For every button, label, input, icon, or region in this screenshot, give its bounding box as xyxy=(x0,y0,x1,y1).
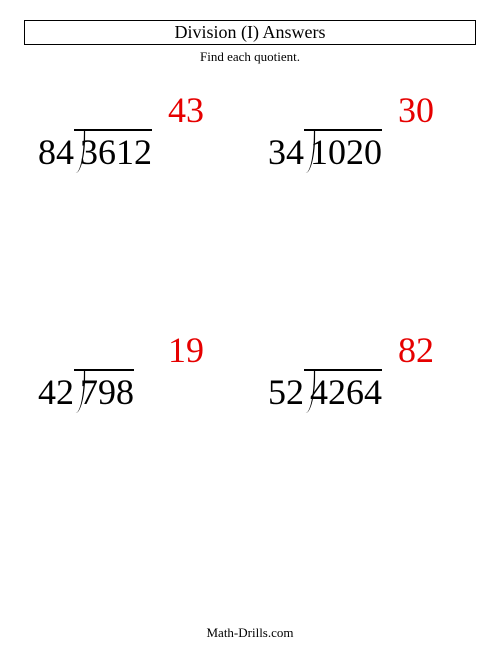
division-expression: 42798 xyxy=(38,369,134,413)
worksheet-title: Division (I) Answers xyxy=(24,20,476,45)
problem-3: 19 42798 xyxy=(20,329,250,429)
division-expression: 524264 xyxy=(268,369,382,413)
division-expression: 341020 xyxy=(268,129,382,173)
divisor-value: 52 xyxy=(268,371,304,413)
quotient-value: 19 xyxy=(168,329,204,371)
quotient-value: 82 xyxy=(398,329,434,371)
divisor-value: 42 xyxy=(38,371,74,413)
dividend-value: 3612 xyxy=(80,132,152,172)
dividend-value: 1020 xyxy=(310,132,382,172)
problem-2: 30 341020 xyxy=(250,89,480,189)
dividend-value: 798 xyxy=(80,372,134,412)
problem-1: 43 843612 xyxy=(20,89,250,189)
divisor-value: 34 xyxy=(268,131,304,173)
quotient-value: 30 xyxy=(398,89,434,131)
problem-4: 82 524264 xyxy=(250,329,480,429)
divisor-value: 84 xyxy=(38,131,74,173)
quotient-value: 43 xyxy=(168,89,204,131)
footer-attribution: Math-Drills.com xyxy=(0,625,500,641)
dividend-value: 4264 xyxy=(310,372,382,412)
division-expression: 843612 xyxy=(38,129,152,173)
problems-grid: 43 843612 30 341020 19 42798 82 524264 xyxy=(0,89,500,429)
worksheet-subtitle: Find each quotient. xyxy=(0,49,500,65)
